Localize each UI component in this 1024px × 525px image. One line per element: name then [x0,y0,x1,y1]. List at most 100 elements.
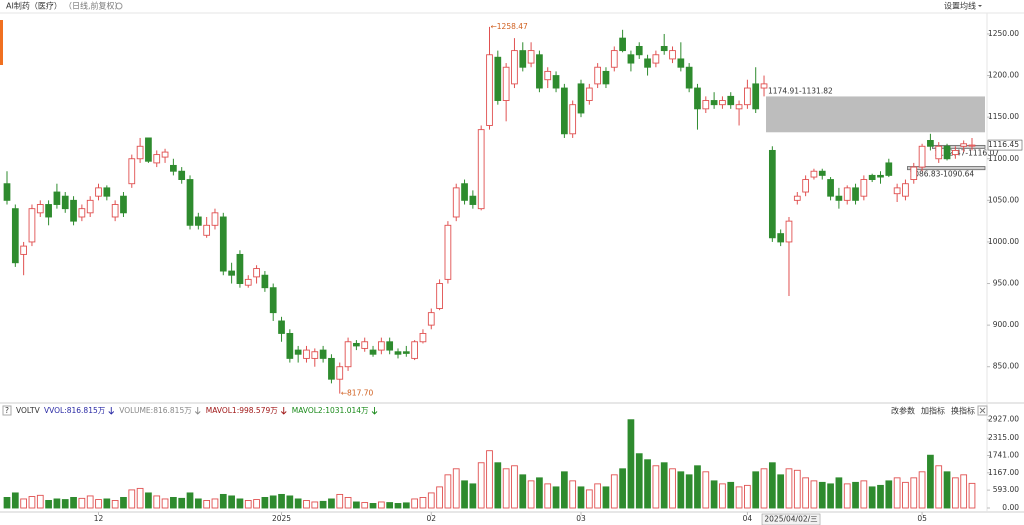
candle-body [594,66,602,85]
volume-tick-label: 2927.00 [988,415,1019,424]
candle-body [311,351,319,359]
candle-body [627,54,635,64]
volume-bar [70,496,77,509]
volume-bar [111,500,119,509]
trend-arrow [371,407,378,415]
candle-body [511,50,518,85]
volume-bar [927,454,934,509]
volume-bar [810,480,818,509]
volume-bar [835,477,843,509]
ma-setting[interactable]: 设置均线 [944,1,976,11]
candle-body [319,349,327,359]
volume-bar [53,498,61,509]
volume-bar [760,468,768,509]
volume-bar [968,482,976,509]
candle-body [943,145,951,160]
volume-bar [694,465,701,509]
candle-body [61,195,69,210]
candle-body [810,170,818,178]
candle-body [652,54,660,64]
candle-body [777,233,785,243]
candle-body [336,366,344,380]
y-tick-label: 1100.00 [988,154,1019,163]
volume-bar [11,492,19,509]
candle-body [294,349,302,355]
close-button[interactable] [977,405,988,416]
candle-body [53,191,61,205]
low-annotation: ←817.70 [341,389,374,398]
candle-body [527,50,535,64]
volume-bar [294,498,302,509]
candle-body [669,50,676,60]
volume-bar [45,500,52,509]
candle-body [95,187,102,197]
volume-bar [36,494,44,509]
candle-body [261,274,269,289]
candle-body [577,83,585,114]
candle-body [702,100,710,110]
candle-body [178,170,186,180]
candle-body [236,253,244,284]
candle-body [103,187,111,197]
x-tick-label: 02 [426,514,436,523]
candle-body [852,187,859,201]
y-tick-label: 1200.00 [988,71,1019,80]
candle-body [760,83,768,89]
dropdown-arrow [978,5,982,7]
candle-body [186,179,194,226]
help-mark: ? [5,406,9,415]
candle-body [20,245,27,255]
volume-bar [452,468,460,509]
candle-body [544,70,552,81]
candle-body [11,208,19,264]
candle-body [286,332,294,359]
volume-bar [3,496,11,509]
volume-bar [128,489,136,509]
volume-bar [145,492,152,509]
volume-tick-label: 1167.00 [988,468,1019,477]
help-icon[interactable] [2,405,12,416]
candle-body [444,224,452,280]
volume-bar [103,498,111,509]
candle-body [153,154,161,164]
volume-indicator: VOLUME:816.815万 [119,406,192,415]
candle-body [502,66,510,101]
volume-bar [852,481,859,509]
volume-bar [777,474,785,509]
volume-bar [236,498,244,509]
volume-bar [602,486,610,509]
volume-bar [877,484,884,509]
volume-bar [402,502,410,509]
candle-body [793,195,801,201]
candle-body [619,37,626,52]
volume-bar [461,480,468,509]
candle-body [194,216,202,226]
candle-body [902,183,909,197]
candle-body [411,341,418,359]
indicator-button[interactable]: 改参数 [891,406,915,416]
candle-body [303,349,310,359]
volume-bar [344,496,352,509]
candle-body [885,162,893,176]
candle-body [452,187,460,218]
volume-bar [386,502,394,509]
volume-bar [660,462,668,509]
candle-body [893,187,901,195]
gap-zone [907,166,986,171]
candle-body [394,351,402,355]
indicator-button[interactable]: 换指标 [951,406,975,416]
side-marker [0,20,3,65]
candle-body [694,87,701,110]
volume-bar [785,468,793,509]
volume-bar [136,487,144,509]
candle-body [70,199,77,222]
indicator-button[interactable]: 加指标 [921,406,945,416]
volume-bar [744,484,751,509]
volume-bar [768,462,776,509]
volume-bar [935,465,943,509]
volume-bar [893,477,901,509]
volume-bar [943,471,951,509]
settings-icon[interactable] [115,2,123,10]
volume-bar [627,419,635,509]
candle-body [211,212,219,226]
